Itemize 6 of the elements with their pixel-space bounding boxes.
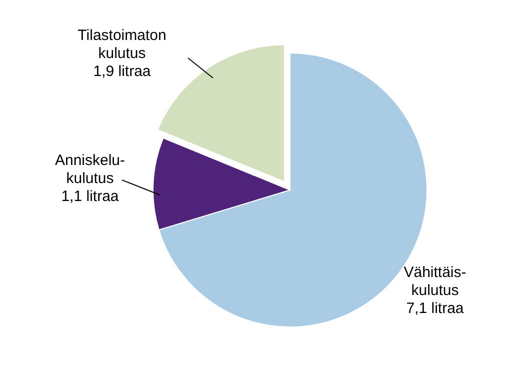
- data-label: 7,1 litraa: [406, 300, 464, 317]
- slice-label: Vähittäis- kulutus: [404, 264, 466, 299]
- data-label: 1,9 litraa: [93, 63, 152, 80]
- slice-label: Anniskelu- kulutus: [54, 152, 126, 187]
- slice-label: Tilastoimaton kulutus: [78, 27, 166, 62]
- data-label: 1,1 litraa: [61, 188, 120, 205]
